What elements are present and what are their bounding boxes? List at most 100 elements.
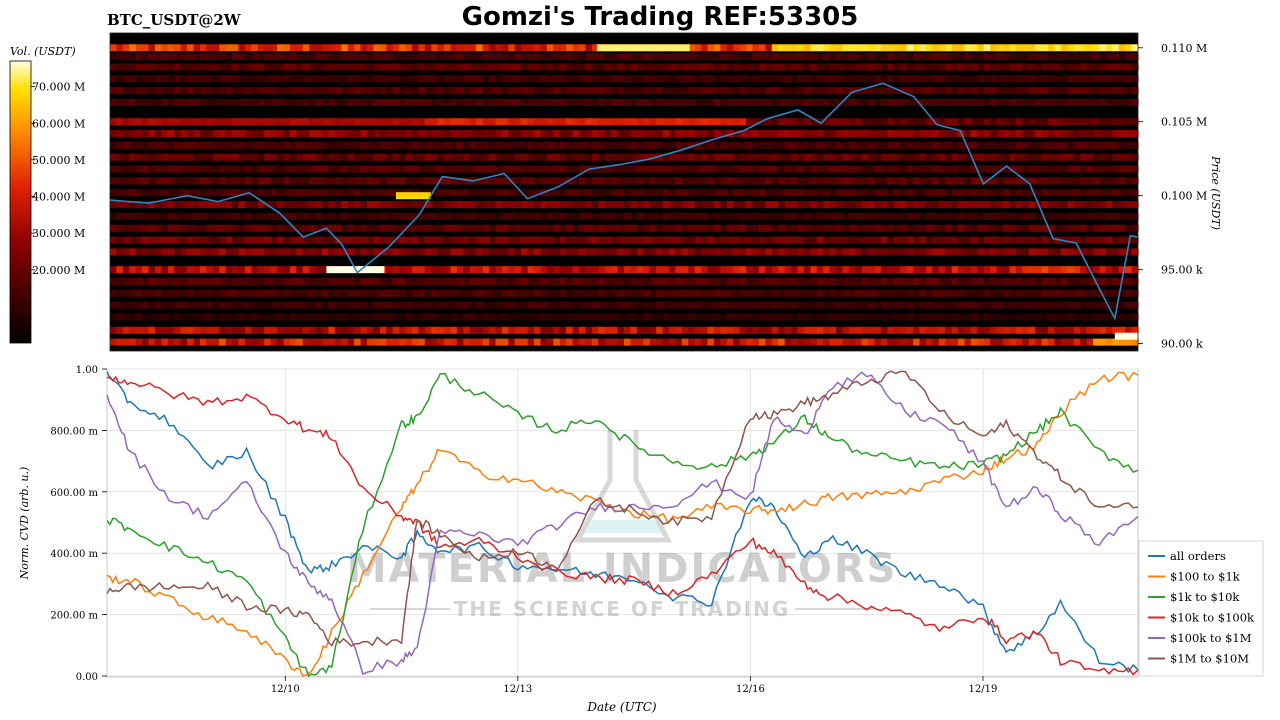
- heatmap-cell: [148, 153, 156, 161]
- heatmap-cell: [444, 301, 452, 309]
- heatmap-cell: [1028, 177, 1036, 185]
- heatmap-cell: [765, 99, 773, 107]
- heatmap-cell: [411, 141, 419, 149]
- heatmap-cell: [219, 289, 227, 297]
- heatmap-cell: [302, 313, 310, 321]
- heatmap-cell: [444, 130, 452, 138]
- heatmap-cell: [540, 130, 548, 138]
- heatmap-cell: [187, 313, 195, 321]
- heatmap-cell: [1118, 87, 1126, 95]
- heatmap-cell: [540, 326, 548, 334]
- heatmap-cell: [713, 266, 721, 274]
- heatmap-cell: [161, 130, 169, 138]
- heatmap-cell: [958, 224, 966, 232]
- heatmap-cell: [122, 212, 130, 220]
- heatmap-cell: [187, 224, 195, 232]
- heatmap-cell: [579, 99, 587, 107]
- heatmap-cell: [848, 63, 856, 71]
- heatmap-cell: [836, 87, 844, 95]
- heatmap-cell: [225, 224, 233, 232]
- heatmap-cell: [868, 224, 876, 232]
- heatmap-cell: [463, 99, 471, 107]
- heatmap-cell: [810, 44, 818, 52]
- heatmap-cell: [970, 301, 978, 309]
- heatmap-cell: [643, 212, 651, 220]
- heatmap-cell: [887, 63, 895, 71]
- heatmap-cell: [180, 212, 188, 220]
- heatmap-cell: [347, 326, 355, 334]
- heatmap-cell: [386, 201, 394, 209]
- heatmap-cell: [1054, 277, 1062, 285]
- heatmap-cell: [450, 118, 458, 126]
- heatmap-cell: [270, 130, 278, 138]
- heatmap-cell: [270, 189, 278, 197]
- heatmap-cell: [958, 301, 966, 309]
- heatmap-cell: [938, 277, 946, 285]
- heatmap-cell: [649, 212, 657, 220]
- heatmap-cell: [142, 201, 150, 209]
- heatmap-cell: [983, 53, 991, 61]
- heatmap-cell: [887, 326, 895, 334]
- heatmap-cell: [1041, 212, 1049, 220]
- heatmap-cell: [668, 224, 676, 232]
- heatmap-cell: [251, 338, 259, 346]
- heatmap-cell: [720, 141, 728, 149]
- heatmap-cell: [129, 313, 137, 321]
- heatmap-cell: [232, 130, 240, 138]
- heatmap-cell: [1060, 99, 1068, 107]
- heatmap-cell: [778, 266, 786, 274]
- heatmap-cell: [456, 87, 464, 95]
- heatmap-cell: [893, 301, 901, 309]
- heatmap-cell: [116, 189, 124, 197]
- heatmap-cell: [206, 224, 214, 232]
- heatmap-cell: [681, 266, 689, 274]
- heatmap-cell: [540, 313, 548, 321]
- heatmap-cell: [116, 118, 124, 126]
- heatmap-cell: [232, 99, 240, 107]
- heatmap-cell: [206, 63, 214, 71]
- heatmap-cell: [668, 301, 676, 309]
- heatmap-cell: [861, 118, 869, 126]
- heatmap-cell: [604, 326, 612, 334]
- heatmap-cell: [148, 99, 156, 107]
- heatmap-cell: [315, 326, 323, 334]
- heatmap-cell: [225, 44, 233, 52]
- heatmap-cell: [701, 313, 709, 321]
- heatmap-cell: [238, 301, 246, 309]
- heatmap-cell: [257, 326, 265, 334]
- heatmap-cell: [187, 338, 195, 346]
- heatmap-cell: [701, 301, 709, 309]
- heatmap-cell: [341, 201, 349, 209]
- heatmap-cell: [463, 87, 471, 95]
- heatmap-cell: [649, 53, 657, 61]
- heatmap-cell: [733, 277, 741, 285]
- heatmap-cell: [232, 338, 240, 346]
- heatmap-cell: [367, 224, 375, 232]
- heatmap-cell: [386, 118, 394, 126]
- heatmap-cell: [122, 266, 130, 274]
- heatmap-cell: [135, 87, 143, 95]
- heatmap-cell: [219, 212, 227, 220]
- heatmap-cell: [418, 141, 426, 149]
- heatmap-cell: [341, 87, 349, 95]
- heatmap-cell: [251, 289, 259, 297]
- heatmap-cell: [778, 53, 786, 61]
- heatmap-cell: [283, 75, 291, 83]
- heatmap-cell: [1080, 212, 1088, 220]
- heatmap-cell: [161, 338, 169, 346]
- heatmap-cell: [322, 130, 330, 138]
- heatmap-cell: [399, 326, 407, 334]
- heatmap-cell: [296, 248, 304, 256]
- heatmap-cell: [116, 326, 124, 334]
- heatmap-cell: [726, 189, 734, 197]
- heatmap-cell: [328, 141, 336, 149]
- heatmap-cell: [386, 338, 394, 346]
- heatmap-cell: [1022, 266, 1030, 274]
- heatmap-cell: [244, 289, 252, 297]
- heatmap-cell: [244, 99, 252, 107]
- heatmap-cell: [739, 289, 747, 297]
- heatmap-cell: [707, 53, 715, 61]
- heatmap-cell: [154, 338, 162, 346]
- heatmap-cell: [848, 118, 856, 126]
- heatmap-cell: [624, 201, 632, 209]
